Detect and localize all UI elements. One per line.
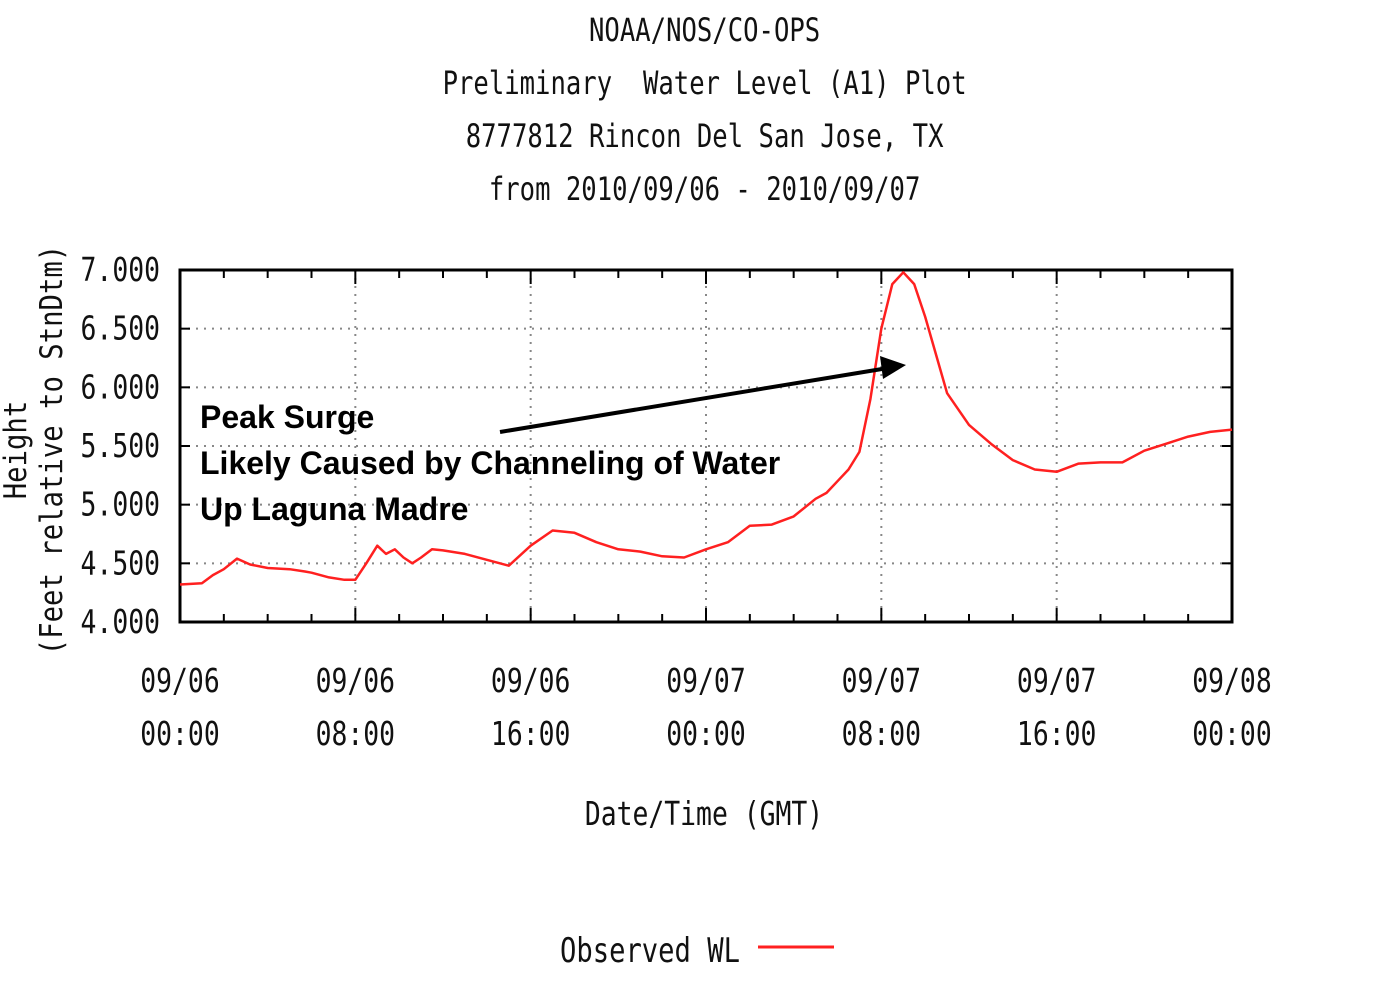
x-tick-label-time: 00:00: [140, 715, 219, 754]
x-tick-label-date: 09/06: [491, 662, 570, 701]
annotation-line-2: Likely Caused by Channeling of Water: [200, 445, 780, 481]
x-tick-label-date: 09/06: [316, 662, 395, 701]
x-tick-label-date: 09/07: [1017, 662, 1096, 701]
y-tick-label: 5.500: [81, 427, 160, 466]
title-line-4: from 2010/09/06 - 2010/09/07: [488, 170, 921, 208]
y-tick-label: 4.000: [81, 603, 160, 642]
x-tick-label-time: 08:00: [316, 715, 395, 754]
title-line-1: NOAA/NOS/CO-OPS: [589, 11, 821, 49]
x-tick-label-date: 09/06: [140, 662, 219, 701]
peak-surge-annotation: Peak Surge Likely Caused by Channeling o…: [200, 356, 906, 527]
legend-label: Observed WL: [560, 931, 740, 971]
x-tick-label-time: 08:00: [842, 715, 921, 754]
y-tick-label: 4.500: [81, 545, 160, 584]
x-tick-label-date: 09/08: [1192, 662, 1271, 701]
x-axis-label: Date/Time (GMT): [585, 795, 823, 834]
series-line-observed-wl: [179, 271, 1233, 586]
x-tick-label-date: 09/07: [666, 662, 745, 701]
grid-lines: [180, 270, 1232, 622]
axis-ticks: 4.000 4.500 5.000 5.500 6.000 6.500 7.000 09/06…: [81, 251, 1272, 754]
y-tick-label: 5.000: [81, 486, 160, 525]
annotation-arrow-head: [880, 356, 906, 379]
annotation-line-1: Peak Surge: [200, 399, 374, 435]
x-tick-label-time: 00:00: [666, 715, 745, 754]
annotation-arrow-line: [499, 366, 889, 434]
y-axis-title: Height (Feet relative to StnDtm): [0, 245, 69, 655]
y-axis-label-units: (Feet relative to StnDtm): [33, 245, 69, 655]
legend: Observed WL: [560, 931, 834, 971]
series-layer: [179, 271, 1233, 586]
y-tick-label: 6.500: [81, 310, 160, 349]
x-tick-label-time: 16:00: [1017, 715, 1096, 754]
x-tick-label-time: 16:00: [491, 715, 570, 754]
title-line-3: 8777812 Rincon Del San Jose, TX: [465, 117, 944, 155]
chart-title: NOAA/NOS/CO-OPS Preliminary Water Level …: [141, 4, 1268, 216]
title-line-2: Preliminary Water Level (A1) Plot: [442, 64, 967, 102]
y-tick-label: 7.000: [81, 251, 160, 290]
y-axis-label-height: Height: [0, 401, 33, 500]
x-tick-label-date: 09/07: [842, 662, 921, 701]
x-tick-label-time: 00:00: [1192, 715, 1271, 754]
annotation-line-3: Up Laguna Madre: [200, 491, 468, 527]
y-tick-label: 6.000: [81, 369, 160, 408]
